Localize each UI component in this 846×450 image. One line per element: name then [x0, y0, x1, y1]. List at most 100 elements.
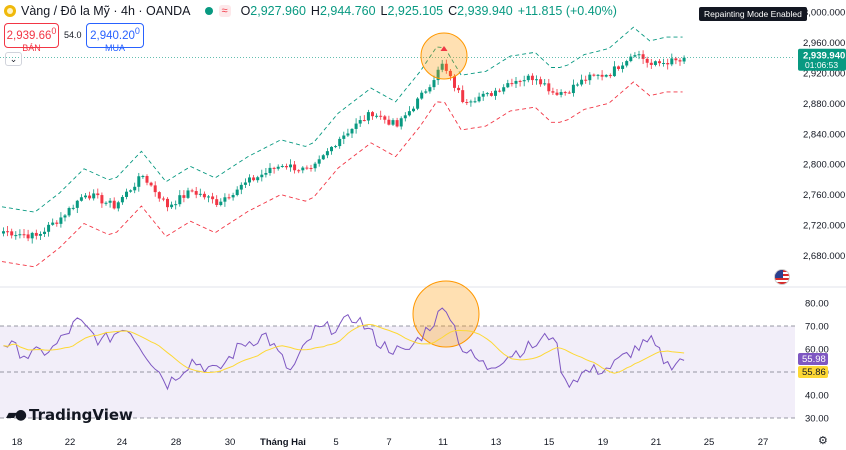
candle-body	[276, 166, 280, 169]
current-price-box	[798, 48, 846, 71]
low-key: L	[380, 4, 388, 18]
change-value: +11.815 (+0.40%)	[517, 4, 617, 18]
candle-body	[129, 190, 133, 192]
candle-body	[252, 177, 256, 181]
candle-body	[641, 54, 645, 59]
us-flag-icon[interactable]	[774, 269, 790, 285]
candle-body	[412, 108, 415, 112]
price-tick-label: 2,760.000	[803, 190, 845, 201]
price-tick-label: 3,000.000	[803, 8, 845, 19]
lower-envelope-line	[1, 81, 683, 268]
candle-body	[379, 115, 383, 117]
candle-body	[645, 58, 649, 63]
time-axis-label: 21	[651, 437, 662, 448]
candle-body	[284, 165, 288, 168]
price-tick-label: 2,720.000	[803, 221, 845, 232]
rsi-value-label: 55.98	[802, 354, 826, 365]
candle-body	[518, 80, 522, 82]
high-value: 2,944.760	[319, 4, 376, 18]
time-axis-label: 22	[65, 437, 76, 448]
candle-body	[207, 196, 210, 198]
candle-body	[662, 63, 666, 65]
candle-body	[354, 123, 358, 129]
candle-body	[432, 80, 436, 88]
candle-body	[371, 112, 374, 117]
candle-body	[198, 193, 202, 195]
buy-price-sup: 0	[134, 26, 140, 36]
candle-body	[59, 217, 63, 224]
candle-body	[34, 232, 38, 236]
candle-body	[506, 83, 510, 88]
candle-body	[498, 90, 502, 92]
chevron-down-icon[interactable]: ⌄	[5, 52, 22, 66]
candle-body	[231, 195, 235, 198]
symbol-header: Vàng / Đô la Mỹ · 4h · OANDA ≈ O 2,927.96…	[0, 0, 700, 22]
candle-body	[424, 91, 428, 93]
tradingview-logo[interactable]: ▰● TradingView	[6, 406, 133, 424]
candle-body	[391, 120, 395, 125]
candle-body	[633, 55, 637, 57]
candle-body	[682, 57, 686, 62]
candle-body	[670, 58, 674, 65]
highlight-circle-price	[420, 32, 468, 80]
candle-body	[166, 198, 169, 208]
candle-body	[100, 195, 104, 204]
candle-body	[321, 155, 325, 160]
close-value: 2,939.940	[457, 4, 513, 18]
candle-body	[174, 204, 178, 206]
buy-price: 2,940.20	[90, 29, 135, 42]
candle-body	[264, 173, 268, 175]
buy-button[interactable]: 2,940.200 MUA	[86, 23, 144, 53]
candle-body	[215, 199, 219, 206]
settings-gear-icon[interactable]: ⚙	[818, 435, 828, 447]
candle-body	[235, 189, 239, 196]
sell-label: BÁN	[22, 42, 41, 53]
candle-body	[666, 63, 670, 65]
wave-icon[interactable]: ≈	[218, 5, 231, 17]
candle-body	[592, 74, 596, 76]
candle-body	[268, 167, 272, 174]
candle-body	[182, 195, 186, 198]
candle-body	[149, 182, 153, 186]
candle-body	[289, 164, 292, 168]
repainting-badge: Repainting Mode Enabled	[699, 7, 807, 21]
price-tick-label: 2,880.000	[803, 99, 845, 110]
candle-body	[600, 74, 604, 77]
rsi-tick-label: 60.00	[805, 345, 829, 356]
candle-body	[104, 202, 108, 204]
candle-body	[637, 54, 641, 56]
candle-body	[629, 56, 633, 62]
candle-body	[161, 198, 165, 200]
price-tick-label: 2,920.000	[803, 68, 845, 79]
candle-body	[580, 79, 584, 85]
candle-body	[481, 93, 485, 97]
sell-button[interactable]: 2,939.660 BÁN	[4, 23, 59, 53]
candle-body	[178, 195, 182, 205]
open-key: O	[240, 4, 251, 18]
candle-body	[604, 74, 608, 77]
symbol-title[interactable]: Vàng / Đô la Mỹ · 4h · OANDA	[21, 4, 191, 18]
candle-body	[293, 164, 297, 171]
candle-body	[399, 118, 403, 127]
candle-body	[453, 76, 456, 88]
candle-body	[330, 146, 333, 152]
time-axis-label: Tháng Hai	[260, 437, 306, 448]
rsi-band	[0, 326, 795, 418]
candle-body	[653, 61, 657, 65]
candle-body	[366, 112, 370, 121]
time-axis-label: 11	[438, 437, 448, 448]
candle-body	[494, 90, 497, 96]
time-axis-label: 24	[117, 437, 128, 448]
candle-body	[243, 182, 247, 185]
price-tick-label: 2,680.000	[803, 251, 845, 262]
time-axis-label: 15	[544, 437, 555, 448]
candle-body	[120, 196, 124, 203]
candle-body	[334, 146, 338, 148]
open-value: 2,927.960	[250, 4, 306, 18]
candle-body	[137, 176, 141, 187]
candle-body	[30, 232, 34, 239]
candle-body	[79, 197, 83, 201]
candle-body	[658, 61, 661, 64]
